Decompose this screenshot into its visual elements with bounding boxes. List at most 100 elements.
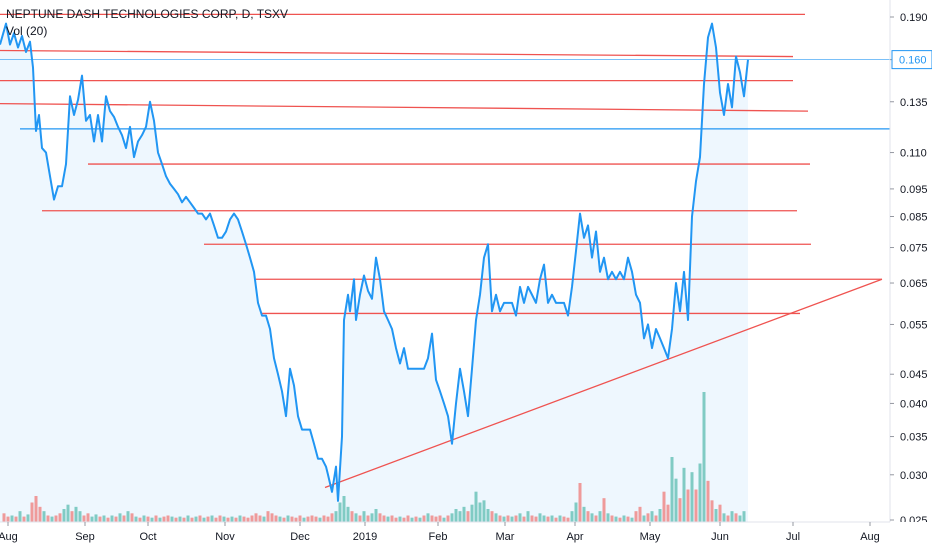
volume-bar	[458, 511, 462, 522]
volume-bar	[158, 517, 162, 522]
volume-bar	[498, 515, 502, 522]
volume-bar	[626, 516, 630, 522]
volume-bar	[2, 513, 6, 522]
volume-bar	[446, 515, 450, 522]
volume-bar	[246, 517, 250, 522]
x-tick-label: Oct	[139, 531, 156, 543]
volume-bar	[702, 392, 706, 522]
volume-bar	[522, 516, 526, 522]
volume-bar	[418, 517, 422, 522]
volume-bar	[310, 515, 314, 522]
volume-bar	[402, 517, 406, 522]
volume-bar	[618, 517, 622, 522]
volume-bar	[490, 511, 494, 522]
volume-bar	[658, 509, 662, 522]
volume-bar	[346, 506, 350, 522]
volume-bar	[26, 514, 30, 522]
volume-bar	[230, 516, 234, 522]
volume-bar	[594, 515, 598, 522]
volume-bar	[10, 515, 14, 522]
volume-bar	[554, 517, 558, 522]
volume-bar	[650, 511, 654, 522]
volume-bar	[390, 515, 394, 522]
volume-bar	[54, 515, 58, 522]
volume-bar	[130, 513, 134, 522]
volume-bar	[378, 513, 382, 522]
volume-bar	[290, 516, 294, 522]
volume-bar	[134, 516, 138, 522]
volume-bar	[270, 513, 274, 522]
y-tick-label: 0.095	[900, 184, 928, 196]
volume-bar	[170, 516, 174, 522]
x-tick-label: May	[640, 531, 661, 543]
volume-bar	[286, 515, 290, 522]
x-tick-label: Dec	[290, 531, 310, 543]
volume-bar	[474, 491, 478, 522]
volume-bar	[382, 515, 386, 522]
volume-bar	[178, 516, 182, 522]
volume-bar	[46, 515, 50, 522]
volume-bar	[530, 515, 534, 522]
volume-bar	[150, 517, 154, 522]
volume-bar	[266, 511, 270, 522]
indicator-label: Vol (20)	[6, 24, 48, 38]
volume-bar	[6, 516, 10, 522]
volume-bar	[358, 515, 362, 522]
volume-bar	[186, 515, 190, 522]
volume-bar	[78, 511, 82, 522]
volume-bar	[14, 516, 18, 522]
volume-bar	[706, 480, 710, 522]
volume-bar	[106, 517, 110, 522]
volume-bar	[682, 467, 686, 522]
volume-bar	[514, 515, 518, 522]
volume-bar	[226, 517, 230, 522]
volume-bar	[330, 513, 334, 522]
y-tick-label: 0.040	[900, 398, 928, 410]
volume-bar	[642, 515, 646, 522]
volume-bar	[582, 506, 586, 522]
volume-bar	[70, 511, 74, 522]
volume-bar	[146, 516, 150, 522]
volume-bar	[502, 516, 506, 522]
volume-bar	[274, 515, 278, 522]
volume-bar	[50, 516, 54, 522]
volume-bar	[534, 516, 538, 522]
volume-bar	[62, 509, 66, 522]
trendline	[324, 278, 883, 489]
volume-bar	[18, 511, 22, 522]
volume-bar	[634, 511, 638, 522]
volume-bar	[610, 515, 614, 522]
volume-bar	[34, 496, 38, 522]
volume-bar	[586, 511, 590, 522]
volume-bar	[110, 515, 114, 522]
volume-bar	[562, 516, 566, 522]
volume-bar	[214, 517, 218, 522]
volume-bar	[90, 516, 94, 522]
volume-bar	[314, 516, 318, 522]
volume-bar	[210, 515, 214, 522]
volume-bar	[334, 511, 338, 522]
volume-bar	[454, 509, 458, 522]
y-tick-label: 0.065	[900, 278, 928, 290]
volume-bar	[422, 515, 426, 522]
chart-legend: NEPTUNE DASH TECHNOLOGIES CORP, D, TSXV …	[6, 6, 288, 40]
volume-bar	[506, 515, 510, 522]
volume-bar	[82, 515, 86, 522]
volume-bar	[466, 511, 470, 522]
volume-bar	[114, 516, 118, 522]
volume-bar	[694, 489, 698, 522]
y-tick-label: 0.110	[900, 148, 927, 160]
volume-bar	[258, 515, 262, 522]
volume-bar	[278, 516, 282, 522]
volume-bar	[30, 502, 34, 522]
volume-bar	[638, 506, 642, 522]
last-price-badge	[891, 50, 932, 70]
volume-bar	[494, 513, 498, 522]
x-tick-label: Mar	[496, 531, 515, 543]
volume-bar	[206, 516, 210, 522]
volume-bar	[546, 516, 550, 522]
x-tick-label: 2019	[353, 531, 377, 543]
volume-bar	[86, 513, 90, 522]
